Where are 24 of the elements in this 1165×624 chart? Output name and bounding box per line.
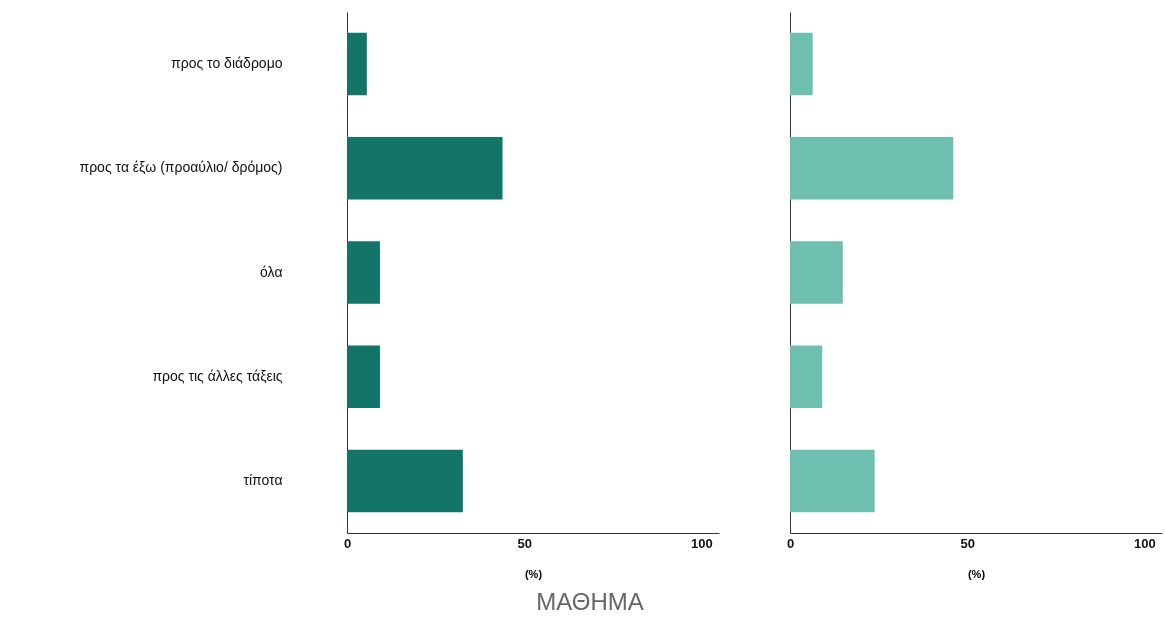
y-tick-label: προς τις άλλες τάξεις	[152, 367, 283, 384]
x-axis-title: (%)	[524, 567, 543, 580]
bar	[347, 345, 380, 408]
bar	[790, 32, 813, 96]
y-tick-label: προς τα έξω (προαύλιο/ δρόμος)	[79, 159, 283, 176]
x-tick-label: 100	[690, 535, 713, 551]
bar	[790, 345, 823, 408]
x-tick-label: 50	[960, 535, 975, 551]
bar	[347, 137, 503, 200]
bar	[347, 32, 367, 96]
x-tick-label: 100	[1133, 535, 1156, 551]
x-axis-title: (%)	[967, 567, 986, 580]
y-tick-label: όλα	[260, 263, 283, 280]
y-tick-label: τίποτα	[243, 471, 283, 488]
text: ΜΑΘΗΜΑ	[535, 588, 645, 616]
bar	[790, 449, 875, 513]
y-tick-label: προς το διάδρομο	[171, 55, 283, 72]
x-tick-label: 0	[786, 535, 795, 551]
x-tick-label: 0	[343, 535, 352, 551]
bar	[347, 449, 463, 513]
bar	[790, 241, 843, 304]
bar	[347, 241, 380, 304]
bar	[790, 137, 954, 200]
x-tick-label: 50	[517, 535, 532, 551]
